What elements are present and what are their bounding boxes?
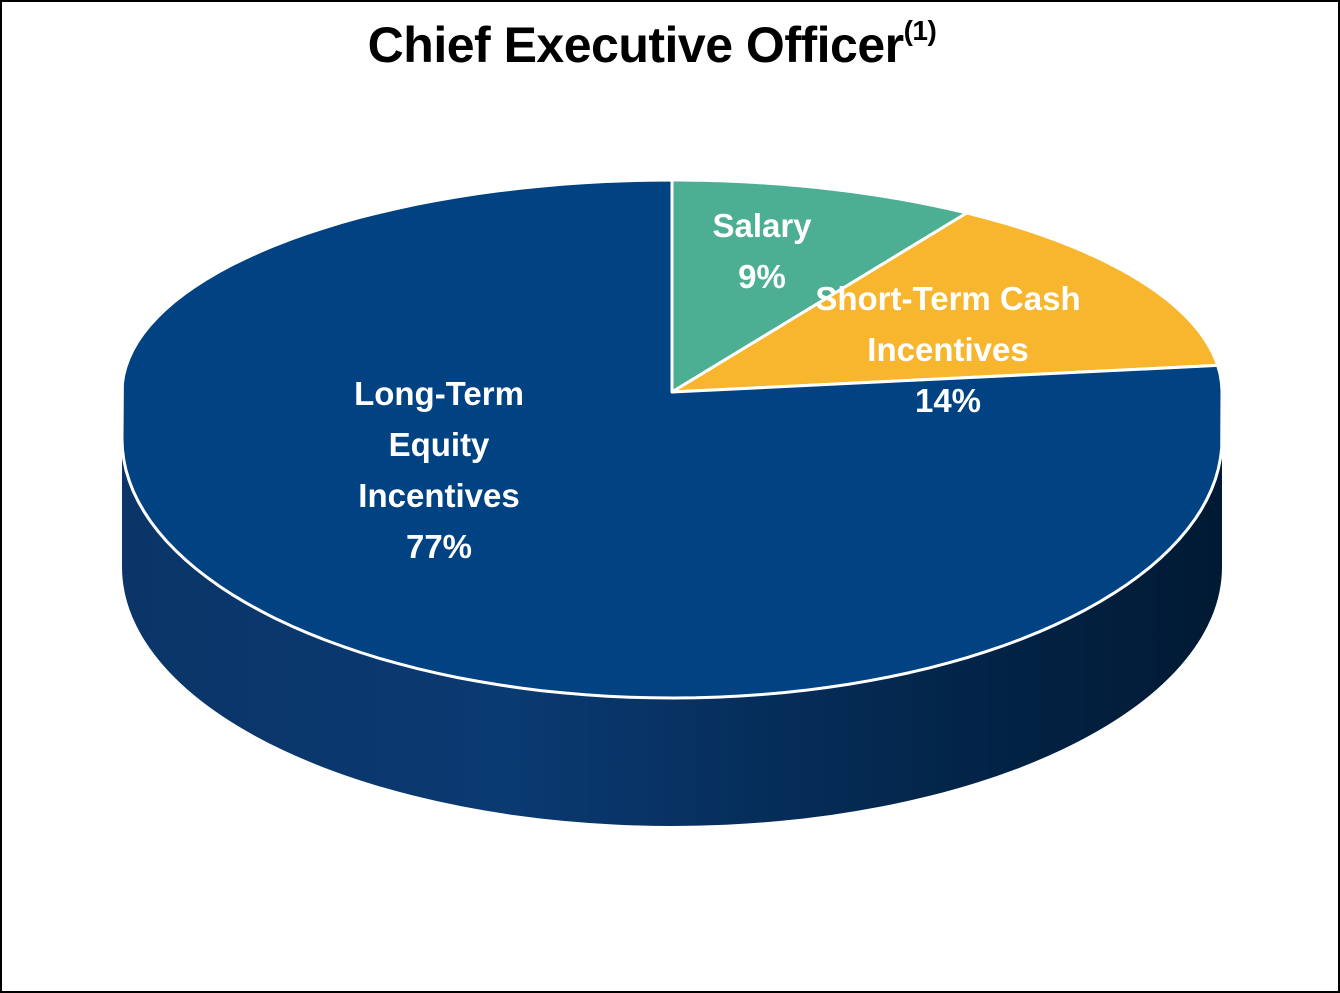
slice-label: Salary <box>712 207 812 244</box>
pie-slice-long-term-equity-incentives <box>120 178 1224 700</box>
slice-label: 14% <box>915 382 981 419</box>
pie-slice-salary <box>670 178 969 394</box>
pie-side-wall <box>122 439 1222 826</box>
slice-label: 9% <box>738 258 786 295</box>
slice-label: Short-Term Cash <box>815 280 1080 317</box>
slice-label: Equity <box>389 426 490 463</box>
slice-label: Incentives <box>867 331 1028 368</box>
title-superscript: (1) <box>903 15 937 47</box>
slice-label: Long-Term <box>354 375 524 412</box>
slice-label: 77% <box>406 528 472 565</box>
chart-title: Chief Executive Officer(1) <box>2 15 1302 74</box>
title-text: Chief Executive Officer <box>367 17 904 73</box>
pie-slice-short-term-cash-incentives <box>670 211 1220 394</box>
slice-label: Incentives <box>358 477 519 514</box>
